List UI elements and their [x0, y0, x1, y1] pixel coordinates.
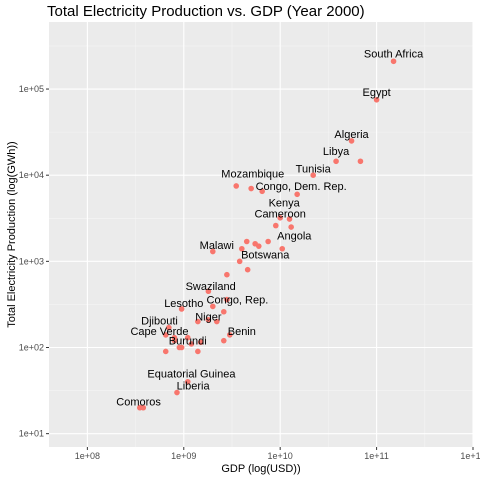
data-point: [252, 241, 258, 247]
data-point: [195, 349, 201, 355]
country-label: Algeria: [334, 129, 369, 141]
x-axis-title: GDP (log(USD)): [221, 463, 300, 475]
y-tick-label: 1e+01: [19, 429, 44, 439]
country-label: Libya: [323, 146, 350, 158]
country-label: Egypt: [363, 87, 391, 99]
x-tick-label: 1e+09: [171, 451, 196, 461]
plot-panel: [49, 22, 473, 447]
data-point: [288, 224, 294, 230]
x-tick-label: 1e+11: [364, 451, 389, 461]
country-label: Lesotho: [164, 298, 203, 310]
x-tick-label: 1e+10: [268, 451, 293, 461]
y-tick-label: 1e+04: [19, 170, 44, 180]
y-axis-title: Total Electricity Production (log(GWh)): [6, 141, 18, 327]
country-label: Tunisia: [296, 163, 332, 175]
y-tick-label: 1e+03: [19, 256, 44, 266]
country-label: Congo, Rep.: [207, 295, 269, 307]
data-point: [358, 158, 364, 164]
country-label: Malawi: [200, 240, 234, 252]
data-point: [244, 239, 250, 245]
data-point: [248, 186, 254, 192]
data-point: [333, 158, 339, 164]
country-label: Comoros: [116, 397, 161, 409]
data-point: [245, 267, 251, 273]
country-label: Benin: [228, 326, 256, 338]
data-point: [163, 349, 169, 355]
y-tick-label: 1e+02: [19, 343, 44, 353]
country-label: Cameroon: [255, 208, 306, 220]
country-label: South Africa: [364, 48, 424, 60]
data-point: [233, 183, 239, 189]
country-label: Congo, Dem. Rep.: [256, 181, 347, 193]
data-point: [221, 338, 227, 344]
country-label: Angola: [277, 230, 312, 242]
x-tick-label: 1e+08: [75, 451, 100, 461]
y-axis-ticks: 1e+01 1e+02 1e+03 1e+04 1e+05: [19, 84, 49, 439]
country-label: Burundi: [169, 336, 207, 348]
data-point: [224, 272, 230, 278]
x-tick-label: 1e+12: [460, 451, 480, 461]
y-tick-label: 1e+05: [19, 84, 44, 94]
country-label: Mozambique: [221, 168, 284, 180]
data-point: [265, 239, 271, 245]
country-label: Botswana: [241, 250, 290, 262]
country-label: Niger: [195, 311, 222, 323]
data-point: [221, 309, 227, 315]
country-label: Equatorial Guinea: [147, 368, 236, 380]
country-label: Swaziland: [186, 281, 236, 293]
country-label: Liberia: [177, 381, 211, 393]
x-axis-ticks: 1e+08 1e+09 1e+10 1e+11 1e+12: [75, 447, 480, 461]
data-point: [273, 223, 279, 229]
